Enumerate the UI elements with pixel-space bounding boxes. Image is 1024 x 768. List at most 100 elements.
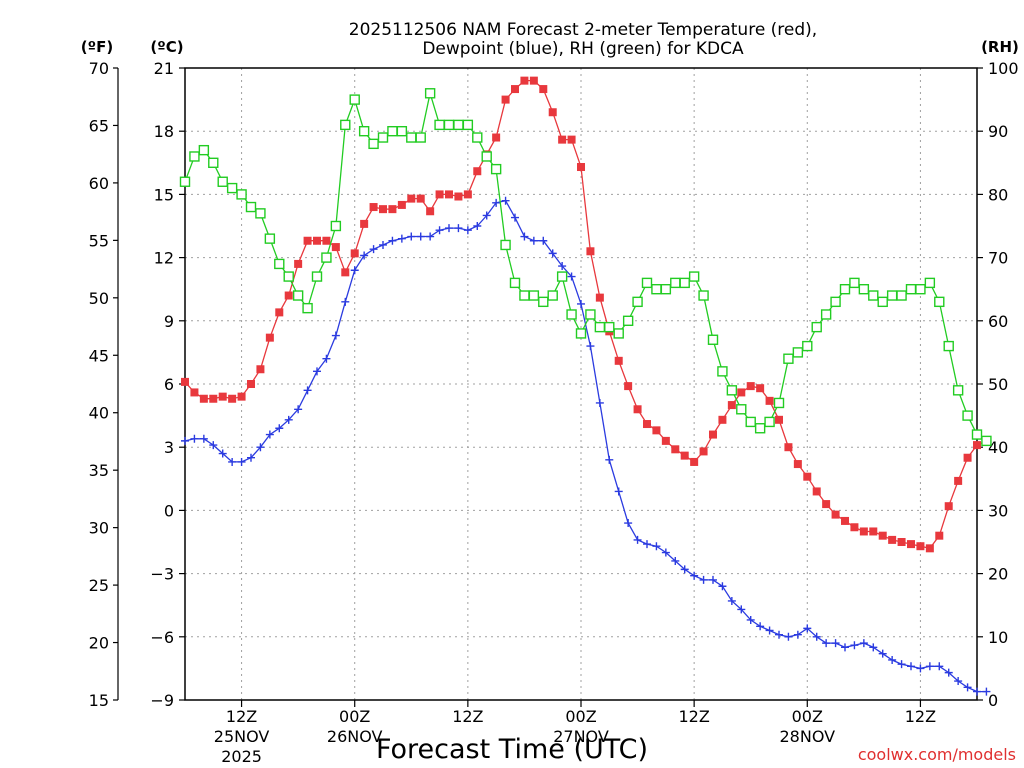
- dewpoint-point: [652, 542, 661, 551]
- rh-point: [905, 284, 917, 295]
- temperature-point: [209, 394, 218, 403]
- dewpoint-point: [935, 662, 944, 671]
- temperature-point: [567, 135, 576, 144]
- chart-title-line2: Dewpoint (blue), RH (green) for KDCA: [422, 39, 744, 59]
- rh-point: [792, 347, 804, 358]
- dewpoint-point: [699, 575, 708, 584]
- dewpoint-point: [482, 211, 491, 220]
- temperature-point: [539, 85, 548, 94]
- unit-rh: (RH): [981, 38, 1019, 56]
- celsius-tick-label: −9: [150, 691, 174, 710]
- dewpoint-point: [397, 234, 406, 243]
- temperature-point: [426, 207, 435, 216]
- dewpoint-point: [209, 441, 218, 450]
- rh-point: [264, 233, 276, 244]
- rh-point: [368, 138, 379, 150]
- dewpoint-point: [888, 655, 897, 664]
- fahrenheit-tick-label: 60: [89, 174, 109, 193]
- rh-tick-label: 50: [988, 375, 1008, 394]
- dewpoint-point: [199, 434, 208, 443]
- rh-point: [802, 340, 813, 352]
- dewpoint-point: [614, 487, 623, 496]
- temperature-point: [624, 382, 633, 391]
- rh-point: [179, 176, 191, 187]
- x-axis-title: Forecast Time (UTC): [376, 734, 648, 765]
- dewpoint-point: [294, 405, 303, 414]
- dewpoint-point: [690, 571, 699, 580]
- dewpoint-point: [671, 556, 680, 565]
- rh-line: [184, 93, 987, 442]
- temperature-point: [548, 108, 557, 117]
- rh-point: [236, 189, 247, 200]
- dewpoint-point: [303, 386, 312, 395]
- temperature-point: [511, 85, 519, 94]
- temperature-point: [322, 236, 331, 245]
- rh-point: [490, 163, 502, 175]
- temperature-point: [878, 531, 887, 540]
- unit-celsius: (ºC): [150, 38, 183, 56]
- temperature-point: [746, 382, 755, 391]
- dewpoint-point: [529, 236, 538, 245]
- rh-tick-label: 90: [988, 122, 1008, 141]
- temperature-point: [492, 133, 501, 142]
- temperature-point: [784, 443, 793, 452]
- dewpoint-point: [228, 457, 237, 466]
- temperature-point: [680, 451, 689, 460]
- dewpoint-point: [520, 232, 529, 241]
- temperature-point: [775, 415, 783, 424]
- rh-point: [340, 119, 351, 131]
- grid-lines: [185, 68, 977, 700]
- rh-series: [179, 88, 992, 447]
- dewpoint-point: [859, 639, 868, 648]
- dewpoint-point: [435, 226, 444, 235]
- dewpoint-point: [869, 643, 878, 652]
- temperature-point: [558, 135, 567, 144]
- dewpoint-point: [473, 222, 482, 230]
- temperature-point: [397, 200, 406, 209]
- temperature-point: [803, 472, 812, 481]
- rh-point: [679, 277, 690, 289]
- fahrenheit-tick-label: 50: [89, 289, 109, 308]
- rh-point: [575, 328, 587, 339]
- temperature-point: [360, 219, 369, 228]
- rh-tick-label: 0: [988, 691, 998, 710]
- dewpoint-line: [184, 199, 987, 693]
- temperature-point: [812, 487, 821, 496]
- temperature-point: [944, 502, 953, 511]
- dewpoint-point: [925, 662, 934, 671]
- rh-point: [688, 271, 700, 282]
- rh-point: [868, 290, 879, 301]
- celsius-tick-label: 0: [164, 501, 174, 520]
- dewpoint-point: [407, 232, 416, 241]
- dewpoint-point: [218, 449, 227, 458]
- dewpoint-point: [633, 535, 642, 544]
- rh-point: [377, 132, 389, 143]
- celsius-tick-label: 12: [154, 249, 174, 268]
- fahrenheit-tick-label: 20: [89, 634, 109, 653]
- temperature-point: [341, 268, 350, 277]
- temperature-point: [284, 291, 293, 300]
- rh-tick-label: 70: [988, 249, 1008, 268]
- temperature-point: [765, 396, 774, 405]
- temperature-point: [652, 426, 661, 435]
- dewpoint-point: [878, 649, 887, 658]
- dewpoint-point: [350, 266, 359, 275]
- rh-point: [406, 132, 417, 143]
- rh-point: [566, 309, 577, 320]
- fahrenheit-tick-label: 70: [89, 59, 109, 78]
- x-date-label: 27NOV: [553, 727, 609, 746]
- dewpoint-point: [369, 245, 378, 254]
- rh-point: [387, 125, 398, 137]
- dewpoint-point: [463, 226, 472, 235]
- fahrenheit-tick-label: 25: [89, 576, 109, 595]
- rh-point: [519, 290, 530, 301]
- rh-point: [604, 321, 615, 333]
- temperature-point: [454, 192, 463, 201]
- rh-point: [773, 397, 785, 409]
- x-tick-label: 00Z: [339, 707, 370, 726]
- rh-tick-label: 80: [988, 185, 1008, 204]
- dewpoint-point: [907, 662, 915, 671]
- dewpoint-point: [605, 455, 614, 464]
- dewpoint-point: [284, 415, 293, 424]
- temperature-point: [228, 394, 237, 403]
